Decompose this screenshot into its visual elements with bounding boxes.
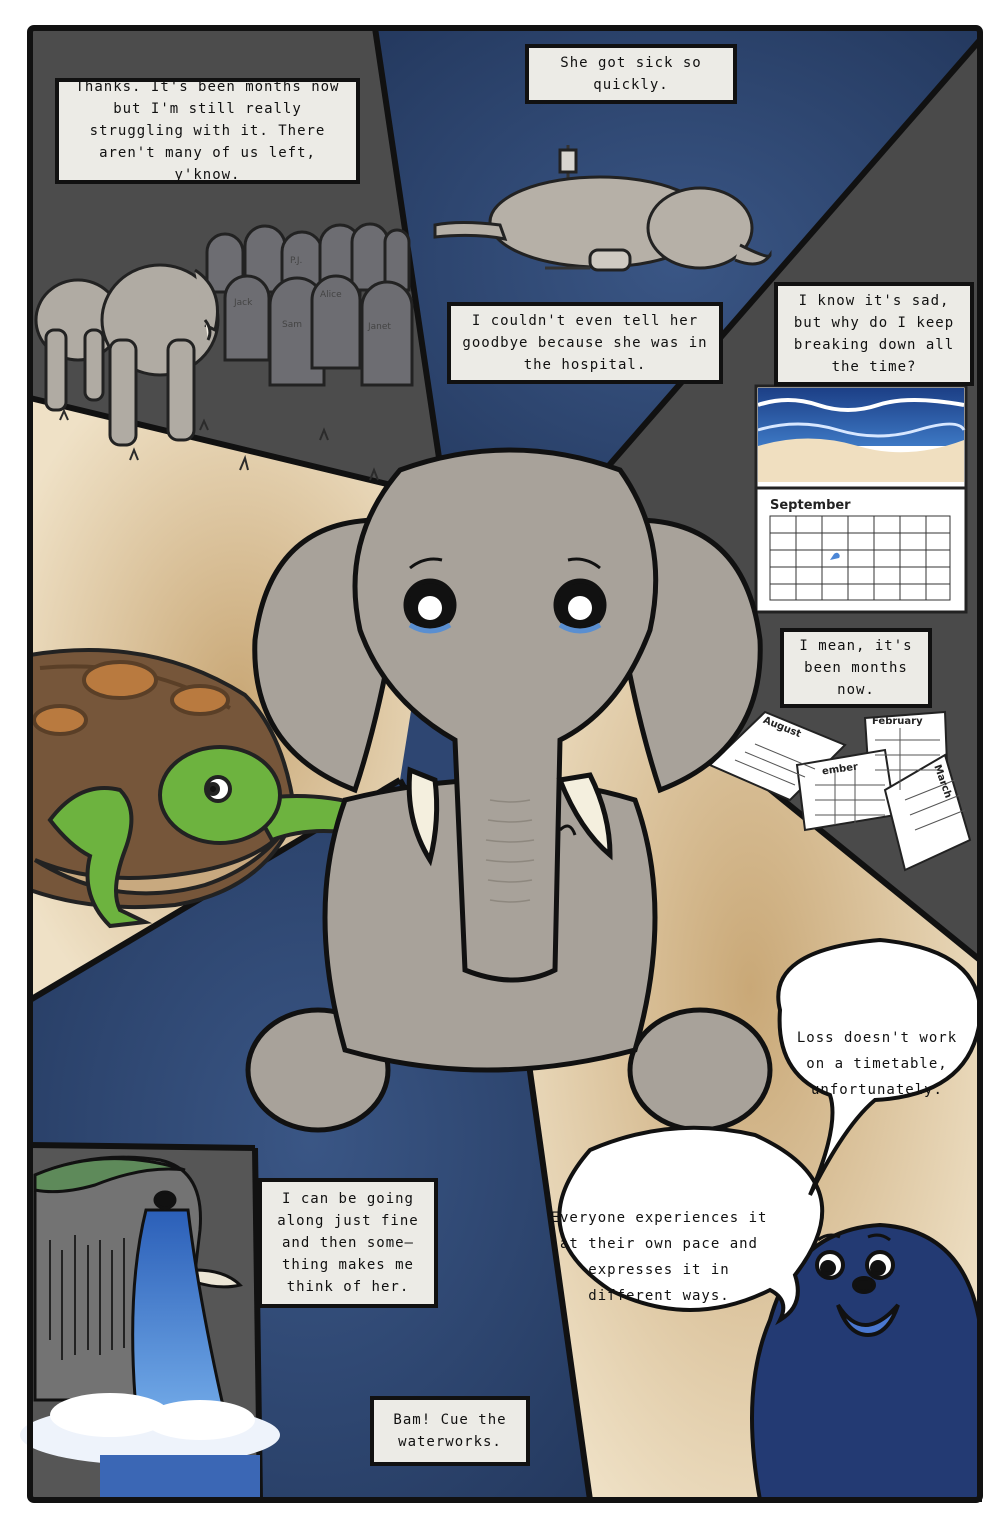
trunk-wrinkles (485, 799, 535, 903)
gravestone-alice: Alice (320, 290, 342, 300)
gravestones (205, 222, 414, 387)
hospital-elephant (433, 145, 772, 272)
caption-hospital: I couldn't even tell her goodbye because… (447, 302, 723, 384)
turtle (28, 648, 364, 929)
bubble-timetable: Loss doesn't work on a timetable, unfort… (796, 1030, 958, 1098)
caption-bam: Bam! Cue the waterworks. (370, 1396, 530, 1466)
mourning-elephants (34, 263, 220, 447)
caption-months: I mean, it's been months now. (780, 628, 932, 708)
gravestone-janet: Janet (368, 322, 391, 332)
waterfall-elephant (20, 1155, 280, 1497)
grass (59, 408, 379, 481)
seal (750, 1222, 982, 1502)
calendar-february-label: February (872, 716, 923, 727)
caption-breaking: I know it's sad, but why do I keep break… (774, 282, 974, 386)
gravestone-pj: P.J. (290, 256, 303, 266)
calendar-september-label: September (770, 498, 851, 513)
caption-trigger: I can be going along just fine and then … (258, 1178, 438, 1308)
scattered-calendars (708, 710, 972, 872)
crying-elephant (245, 447, 773, 1133)
caption-sick: She got sick so quickly. (525, 44, 737, 104)
caption-graveyard: Thanks. It's been months now but I'm sti… (55, 78, 360, 184)
speech-bubbles (557, 937, 983, 1326)
gravestone-jack: Jack (234, 298, 253, 308)
gravestone-sam: Sam (282, 320, 302, 330)
september-calendar (754, 384, 968, 614)
bubble-pace: Everyone experiences it at their own pac… (550, 1210, 768, 1304)
